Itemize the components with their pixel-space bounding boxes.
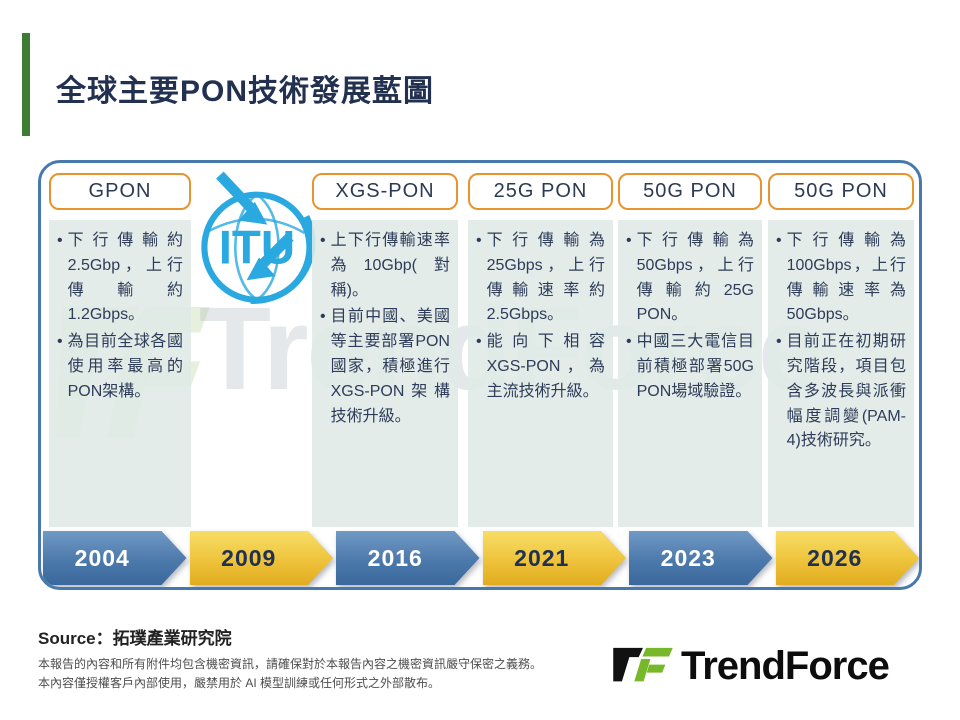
- disclaimer-line-2: 本內容僅授權客戶內部使用，嚴禁用於 AI 模型訓練或任何形式之外部散布。: [38, 676, 441, 690]
- year-label: 2023: [660, 544, 716, 571]
- bullet-text: 下行傳輸為100Gbps，上行傳輸速率為50Gbps。: [786, 232, 906, 324]
- roadmap-column-50g-pon-next: 50G PON 下行傳輸為100Gbps，上行傳輸速率為50Gbps。 目前正在…: [768, 163, 914, 533]
- bullet-item: 下行傳輸約2.5Gbp，上行傳輸約1.2Gbps。: [55, 229, 183, 328]
- column-header-label: 50G PON: [643, 180, 737, 202]
- timeline-arrow-2004: 2004: [43, 531, 187, 585]
- column-header-label: GPON: [88, 180, 152, 202]
- bullet-item: 目前正在初期研究階段，項目包含多波長與派衝幅度調變(PAM-4)技術研究。: [774, 330, 906, 454]
- roadmap-column-25g-pon: 25G PON 下行傳輸為25Gbps，上行傳輸速率約2.5Gbps。 能向下相…: [468, 163, 613, 533]
- bullet-text: 上下行傳輸速率為10Gbp(對稱)。: [330, 232, 450, 299]
- bullet-text: 目前正在初期研究階段，項目包含多波長與派衝幅度調變(PAM-4)技術研究。: [786, 333, 906, 450]
- timeline-arrow-2021: 2021: [483, 531, 627, 585]
- bullet-text: 目前中國、美國等主要部署PON國家，積極進行XGS-PON架構技術升級。: [330, 308, 450, 425]
- timeline-arrow-2026: 2026: [776, 531, 920, 585]
- bullet-item: 下行傳輸為25Gbps，上行傳輸速率約2.5Gbps。: [474, 229, 605, 328]
- disclaimer-line-1: 本報告的內容和所有附件均包含機密資訊，請確保對於本報告內容之機密資訊嚴守保密之義…: [38, 657, 543, 671]
- bullet-text: 下行傳輸為50Gbps，上行傳輸約25G PON。: [636, 232, 754, 324]
- timeline-arrows: 2004 2009 2016 2021 2023 2026: [43, 531, 919, 585]
- bullet-text: 下行傳輸約2.5Gbp，上行傳輸約1.2Gbps。: [67, 232, 183, 324]
- bullet-item: 下行傳輸為50Gbps，上行傳輸約25G PON。: [624, 229, 754, 328]
- bullet-text: 中國三大電信目前積極部署50G PON場域驗證。: [636, 333, 754, 400]
- trendforce-logo: TrendForce: [612, 640, 890, 693]
- itu-label: ITU: [219, 222, 295, 275]
- bullet-item: 中國三大電信目前積極部署50G PON場域驗證。: [624, 330, 754, 404]
- roadmap-column-gpon: GPON 下行傳輸約2.5Gbp，上行傳輸約1.2Gbps。 為目前全球各國使用…: [49, 163, 191, 533]
- timeline-arrow-2016: 2016: [336, 531, 480, 585]
- itu-logo: ITU: [195, 171, 323, 307]
- bullet-text: 為目前全球各國使用率最高的PON架構。: [67, 333, 183, 400]
- column-body-xgs-pon: 上下行傳輸速率為10Gbp(對稱)。 目前中國、美國等主要部署PON國家，積極進…: [312, 220, 458, 527]
- year-label: 2009: [221, 544, 277, 571]
- bullet-item: 為目前全球各國使用率最高的PON架構。: [55, 330, 183, 404]
- column-body-25g-pon: 下行傳輸為25Gbps，上行傳輸速率約2.5Gbps。 能向下相容XGS-PON…: [468, 220, 613, 527]
- column-header-label: 50G PON: [794, 180, 888, 202]
- bullet-item: 目前中國、美國等主要部署PON國家，積極進行XGS-PON架構技術升級。: [318, 305, 450, 429]
- column-body-50g-pon: 下行傳輸為50Gbps，上行傳輸約25G PON。 中國三大電信目前積極部署50…: [618, 220, 762, 527]
- title-accent-bar: [22, 33, 30, 136]
- timeline-arrow-2023: 2023: [629, 531, 773, 585]
- bullet-text: 能向下相容XGS-PON，為主流技術升級。: [486, 333, 605, 400]
- timeline-arrow-2009: 2009: [190, 531, 334, 585]
- bullet-item: 上下行傳輸速率為10Gbp(對稱)。: [318, 229, 450, 303]
- year-label: 2004: [74, 544, 130, 571]
- roadmap-column-xgs-pon: XGS-PON 上下行傳輸速率為10Gbp(對稱)。 目前中國、美國等主要部署P…: [312, 163, 458, 533]
- column-body-gpon: 下行傳輸約2.5Gbp，上行傳輸約1.2Gbps。 為目前全球各國使用率最高的P…: [49, 220, 191, 527]
- bullet-item: 能向下相容XGS-PON，為主流技術升級。: [474, 330, 605, 404]
- column-header-label: XGS-PON: [335, 180, 435, 202]
- roadmap-column-50g-pon: 50G PON 下行傳輸為50Gbps，上行傳輸約25G PON。 中國三大電信…: [618, 163, 762, 533]
- trendforce-logo-mark-icon: [612, 640, 674, 693]
- year-label: 2016: [367, 544, 423, 571]
- column-header-25g-pon: 25G PON: [468, 173, 613, 210]
- column-header-gpon: GPON: [49, 173, 191, 210]
- year-label: 2026: [807, 544, 863, 571]
- roadmap-board: TrendForce GPON 下行傳輸約2.5Gbp，上行傳輸約1.2Gbps…: [38, 160, 922, 590]
- trendforce-logo-text: TrendForce: [681, 644, 890, 688]
- column-header-xgs-pon: XGS-PON: [312, 173, 458, 210]
- year-label: 2021: [514, 544, 570, 571]
- bullet-text: 下行傳輸為25Gbps，上行傳輸速率約2.5Gbps。: [486, 232, 605, 324]
- source-line: Source：拓璞產業研究院: [38, 629, 232, 648]
- column-header-50g-pon-next: 50G PON: [768, 173, 914, 210]
- column-body-50g-pon-next: 下行傳輸為100Gbps，上行傳輸速率為50Gbps。 目前正在初期研究階段，項…: [768, 220, 914, 527]
- column-header-label: 25G PON: [493, 180, 588, 202]
- bullet-item: 下行傳輸為100Gbps，上行傳輸速率為50Gbps。: [774, 229, 906, 328]
- column-header-50g-pon: 50G PON: [618, 173, 762, 210]
- page-title: 全球主要PON技術發展藍圖: [56, 75, 435, 108]
